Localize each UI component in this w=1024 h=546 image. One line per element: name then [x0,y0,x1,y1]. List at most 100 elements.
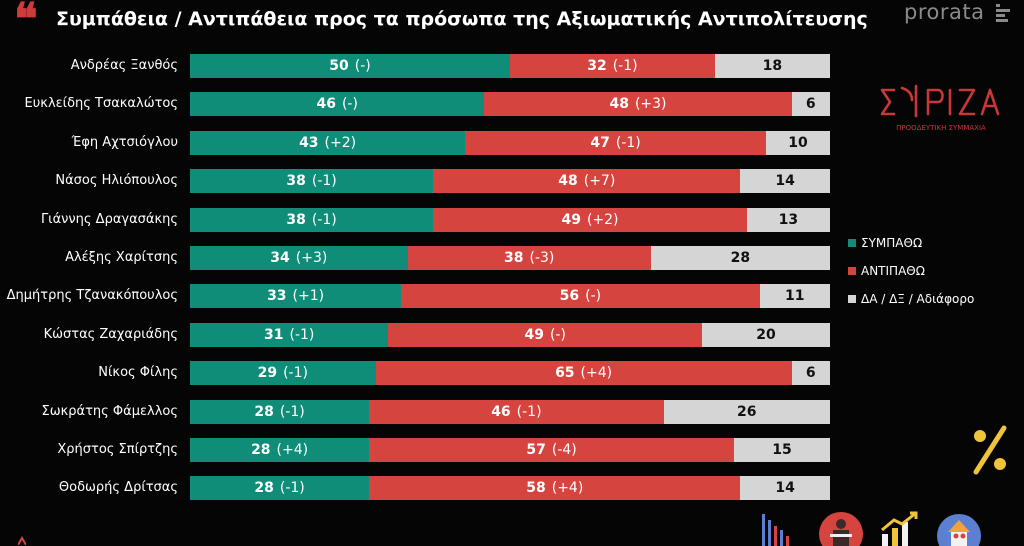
category-label: Θοδωρής Δρίτσας [58,480,178,496]
antipathy-bar-segment: 32 (-1) [510,54,715,78]
legend-swatch [848,239,856,247]
antipathy-bar-segment: 56 (-) [401,284,760,309]
neutral-bar-segment: 15 [733,438,830,462]
page-title: Συμπάθεια / Αντιπάθεια προς τα πρόσωπα τ… [56,8,868,30]
legend-swatch [848,295,856,303]
sympathy-bar-segment: 33 (+1) [190,284,402,309]
bar-value-label: 49 [561,211,581,228]
bar-value-label: 11 [785,288,805,305]
neutral-bar-segment: 28 [650,246,830,270]
antipathy-bar-segment: 49 (+2) [433,207,747,232]
category-label: Έφη Αχτσιόγλου [71,134,178,150]
bar-change-label: (+3) [295,250,328,266]
legend-item: ΣΥΜΠΑΘΩ [848,236,922,250]
sympathy-bar-segment: 34 (+3) [190,246,408,270]
bar-row: 38 (-1) 49 (+2) 13 [190,207,830,232]
bar-value-label: 28 [730,250,751,266]
bar-row: 28 (+4) 57 (-4) 15 [190,438,830,462]
bar-row: 33 (+1) 56 (-) 11 [190,284,830,309]
neutral-bar-segment: 6 [791,361,830,386]
syriza-subtitle: ΠΡΟΟΔΕΥΤΙΚΗ ΣΥΜΜΑΧΙΑ [896,124,986,132]
category-label: Χρήστος Σπίρτζης [57,442,178,457]
bar-row: 50 (-) 32 (-1) 18 [190,54,830,78]
bar-value-label: 32 [587,58,607,74]
bar-change-label: (+2) [324,134,357,151]
bar-row: 38 (-1) 48 (+7) 14 [190,169,830,194]
sympathy-bar-segment: 29 (-1) [190,361,376,386]
bar-change-label: (-) [585,288,602,305]
bar-value-label: 6 [805,365,816,382]
bar-value-label: 28 [254,480,274,497]
prorata-logo: prorata [904,0,985,24]
bar-value-label: 34 [270,250,290,266]
bar-change-label: (-1) [283,365,308,382]
category-label: Νίκος Φίλης [98,365,178,381]
category-label: Αλέξης Χαρίτσης [65,250,178,265]
legend-label: ΔΑ / ΔΞ / Αδιάφορο [861,292,975,306]
antipathy-bar-segment: 49 (-) [388,322,702,347]
category-label: Δημήτρης Τζανακόπουλος [6,288,178,304]
bar-change-label: (-1) [289,326,315,343]
syriza-logo: ΠΡΟΟΔΕΥΤΙΚΗ ΣΥΜΜΑΧΙΑ [880,84,1000,132]
bar-change-label: (-) [341,96,358,113]
bar-change-label: (+4) [580,365,613,382]
bar-change-label: (+2) [586,211,619,228]
sympathy-bar-segment: 31 (-1) [190,322,389,347]
bar-value-label: 65 [555,365,575,382]
bar-value-label: 50 [329,58,349,74]
bar-change-label: (-1) [615,134,641,151]
bar-change-label: (-1) [516,403,542,420]
bar-value-label: 14 [775,173,795,190]
bar-value-label: 49 [524,326,544,343]
bar-change-label: (-1) [311,173,337,190]
bar-value-label: 43 [299,134,319,151]
antipathy-bar-segment: 57 (-4) [369,438,734,462]
bar-change-label: (+3) [634,96,667,113]
bar-value-label: 6 [805,96,816,113]
category-label: Κώστας Ζαχαριάδης [43,326,178,342]
sympathy-bar-segment: 28 (-1) [190,399,370,424]
bar-change-label: (-3) [529,250,555,266]
legend-label: ΣΥΜΠΑΘΩ [861,236,923,250]
neutral-bar-segment: 18 [714,54,830,78]
neutral-bar-segment: 14 [740,169,830,194]
prorata-logo-mark-icon [996,4,1012,22]
antipathy-bar-segment: 65 (+4) [375,361,792,386]
bar-value-label: 46 [491,403,511,420]
bar-value-label: 46 [316,96,336,113]
percent-icon [973,425,1007,475]
bar-value-label: 28 [251,442,271,458]
quote-icon: ❝ [14,0,38,45]
sympathy-bar-segment: 28 (-1) [190,476,370,501]
bar-change-label: (-4) [551,442,577,458]
bar-row: 29 (-1) 65 (+4) 6 [190,361,830,386]
bar-change-label: (-1) [279,480,305,497]
bar-value-label: 48 [558,173,578,190]
antipathy-bar-segment: 46 (-1) [369,399,664,424]
bar-chart-icon [762,514,789,546]
bar-change-label: (-1) [311,211,337,228]
bar-value-label: 28 [254,403,274,420]
neutral-bar-segment: 20 [701,322,830,347]
bar-value-label: 33 [267,288,287,305]
bar-row: 34 (+3) 38 (-3) 28 [190,246,830,270]
neutral-bar-segment: 10 [765,130,830,155]
bar-change-label: (+1) [292,288,325,305]
antipathy-bar-segment: 38 (-3) [407,246,651,270]
people-house-icon [937,514,981,546]
bar-change-label: (+4) [551,480,584,497]
sympathy-bar-segment: 50 (-) [190,54,510,78]
bar-value-label: 14 [775,480,795,497]
neutral-bar-segment: 14 [740,476,830,501]
neutral-bar-segment: 13 [746,207,830,232]
antipathy-bar-segment: 58 (+4) [369,476,741,501]
antipathy-bar-segment: 48 (+3) [484,92,792,117]
sympathy-bar-segment: 46 (-) [190,92,485,117]
bar-change-label: (+7) [583,173,616,190]
bar-value-label: 58 [526,480,546,497]
bar-value-label: 31 [264,326,284,343]
bar-row: 28 (-1) 46 (-1) 26 [190,399,830,424]
category-label: Ανδρέας Ξανθός [70,58,178,73]
bar-row: 43 (+2) 47 (-1) 10 [190,130,830,155]
speaker-podium-icon [819,512,863,546]
